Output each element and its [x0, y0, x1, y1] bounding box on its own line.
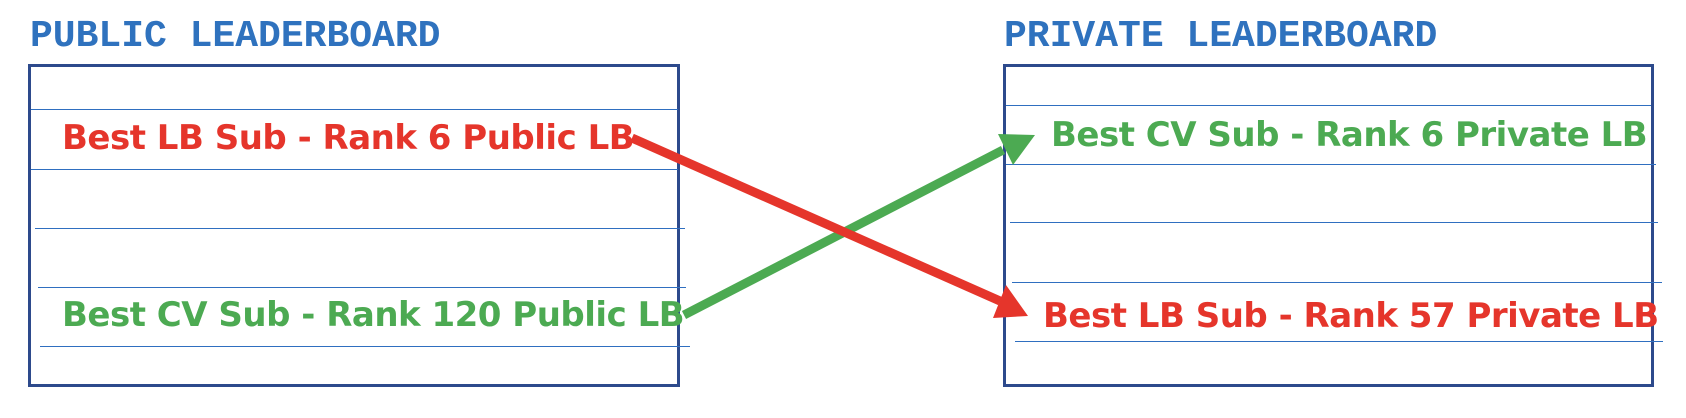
public-best-cv-entry: Best CV Sub - Rank 120 Public LB	[62, 295, 685, 335]
public-row-divider	[40, 346, 690, 347]
public-leaderboard-box	[28, 64, 680, 387]
lb-sub-arrow	[630, 133, 1028, 318]
cv-sub-arrow	[681, 134, 1035, 319]
private-row-divider	[1010, 222, 1658, 223]
public-row-divider	[35, 228, 685, 229]
private-row-divider	[1006, 105, 1651, 106]
private-leaderboard-title: PRIVATE LEADERBOARD	[1004, 15, 1438, 58]
private-row-divider	[1015, 341, 1663, 342]
public-best-lb-entry: Best LB Sub - Rank 6 Public LB	[62, 118, 635, 158]
private-best-cv-entry: Best CV Sub - Rank 6 Private LB	[1051, 115, 1648, 155]
public-row-divider	[31, 169, 678, 170]
private-row-divider	[1006, 164, 1656, 165]
private-best-lb-entry: Best LB Sub - Rank 57 Private LB	[1043, 296, 1659, 336]
public-row-divider	[38, 287, 686, 288]
lb-sub-arrow-head	[993, 285, 1028, 318]
public-leaderboard-title: PUBLIC LEADERBOARD	[30, 15, 441, 58]
public-row-divider	[31, 109, 678, 110]
private-leaderboard-box	[1003, 64, 1654, 387]
cv-sub-arrow-head	[998, 134, 1035, 165]
lb-sub-arrow-shaft	[630, 133, 1002, 306]
private-row-divider	[1012, 282, 1662, 283]
